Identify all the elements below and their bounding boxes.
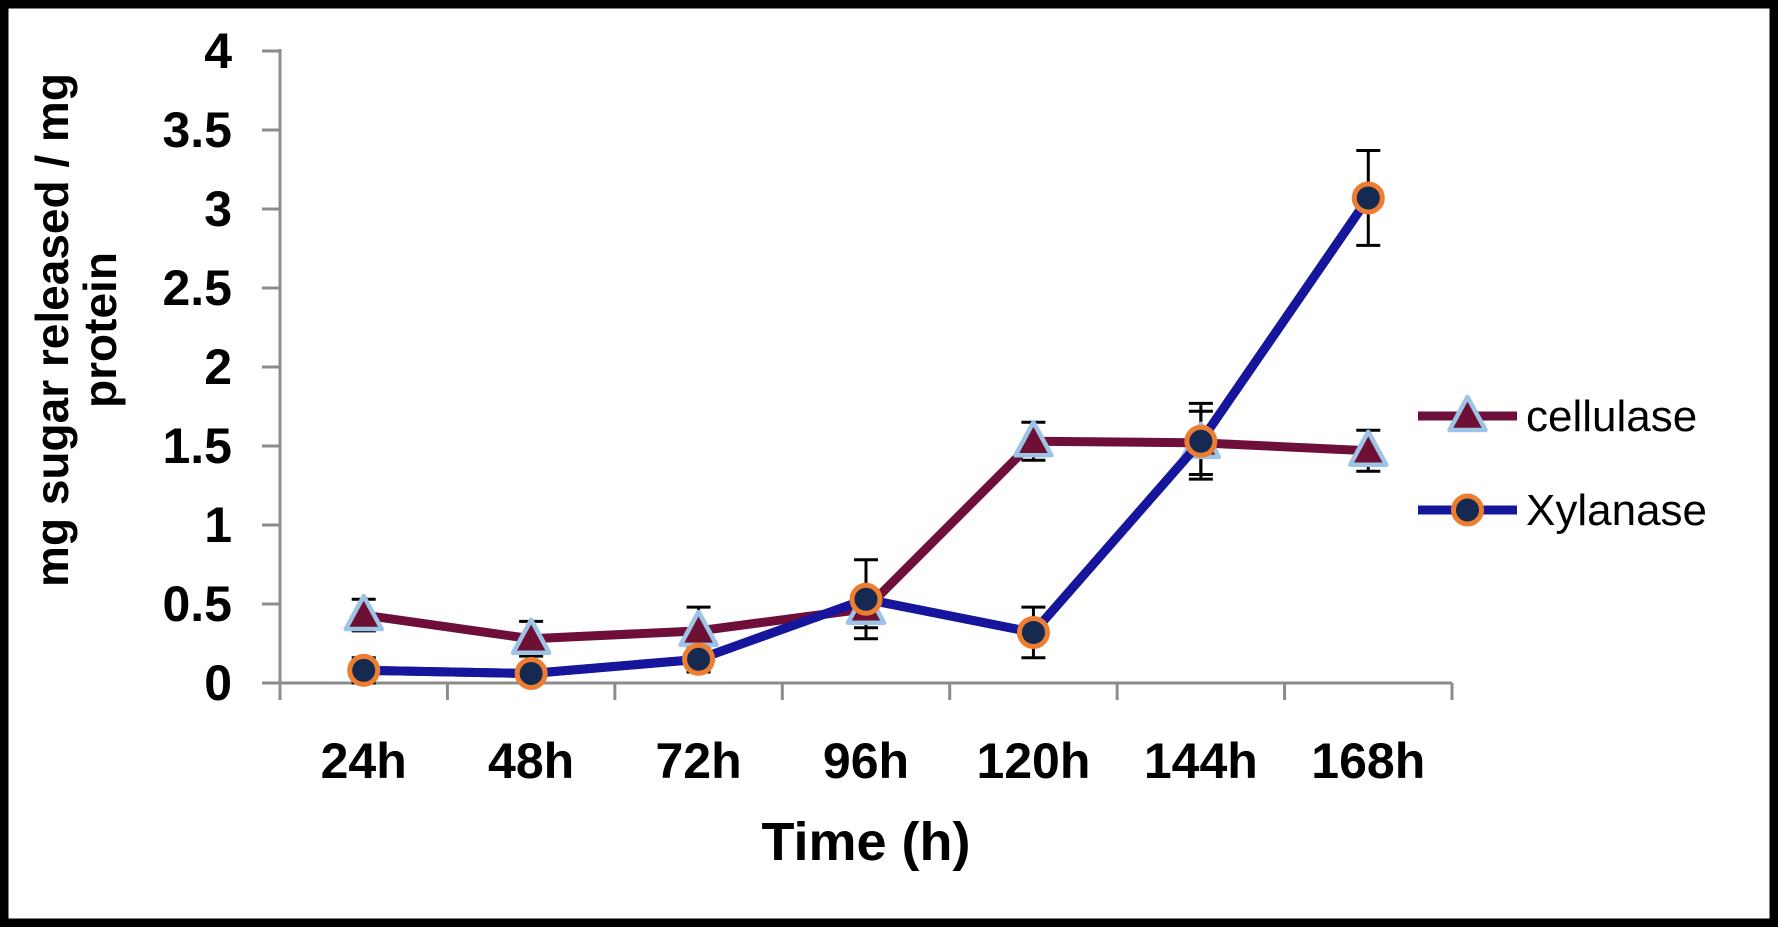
legend-label-Xylanase: Xylanase	[1526, 486, 1707, 535]
marker-Xylanase	[682, 642, 716, 676]
y-tick-label: 4	[204, 23, 232, 79]
y-tick-label: 0	[204, 655, 232, 711]
x-tick-label: 144h	[1144, 733, 1258, 789]
marker-cellulase	[510, 617, 552, 656]
x-tick-label: 48h	[488, 733, 574, 789]
y-tick-label: 1.5	[162, 418, 232, 474]
marker-Xylanase	[849, 582, 883, 616]
x-tick-label: 96h	[823, 733, 909, 789]
y-axis-title-line2: protein	[74, 252, 126, 408]
marker-Xylanase	[1016, 615, 1050, 649]
x-tick-label: 72h	[655, 733, 741, 789]
x-tick-label: 24h	[321, 733, 407, 789]
y-tick-label: 1	[204, 497, 232, 553]
marker-Xylanase	[1184, 424, 1218, 458]
marker-Xylanase	[514, 657, 548, 691]
marker-cellulase	[1013, 420, 1054, 458]
marker-cellulase	[1348, 429, 1389, 467]
y-tick-label: 2.5	[162, 260, 232, 316]
y-tick-label: 0.5	[162, 576, 232, 632]
x-axis-title: Time (h)	[761, 812, 970, 872]
marker-cellulase	[1447, 394, 1488, 433]
marker-cellulase	[343, 593, 384, 632]
y-tick-label: 3.5	[162, 102, 232, 158]
legend-label-cellulase: cellulase	[1526, 392, 1697, 441]
marker-Xylanase	[1451, 493, 1484, 527]
x-tick-label: 168h	[1311, 733, 1425, 789]
marker-Xylanase	[1351, 181, 1385, 215]
y-axis-title-line1: mg sugar released / mg	[26, 73, 78, 587]
y-tick-label: 3	[204, 181, 232, 237]
y-tick-label: 2	[204, 339, 232, 395]
x-tick-label: 120h	[976, 733, 1090, 789]
marker-Xylanase	[347, 653, 381, 687]
